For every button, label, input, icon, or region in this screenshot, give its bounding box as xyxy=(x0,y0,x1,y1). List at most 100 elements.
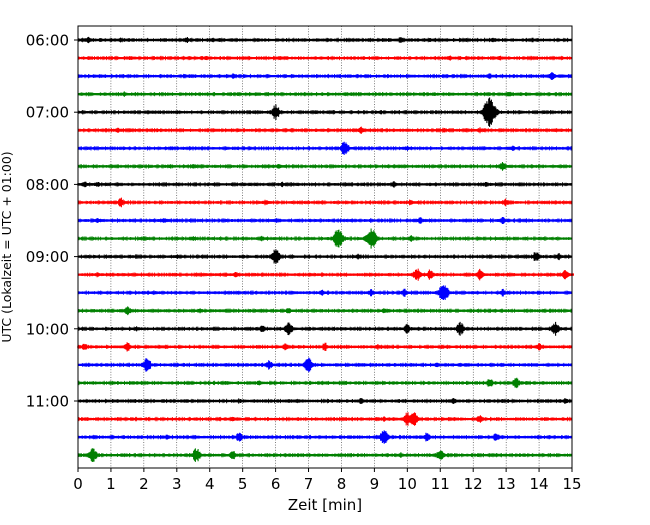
seismic-event xyxy=(432,285,455,300)
seismic-event xyxy=(137,358,157,372)
seismic-event xyxy=(268,218,282,223)
seismic-event xyxy=(114,37,127,43)
seismic-event xyxy=(474,97,505,127)
seismic-event xyxy=(156,218,170,223)
seismic-event xyxy=(436,127,450,133)
seismic-event xyxy=(419,432,435,442)
seismic-event xyxy=(495,288,511,297)
seismic-event xyxy=(507,377,525,389)
seismic-event xyxy=(450,321,469,336)
seismic-event xyxy=(119,342,135,352)
seismic-event xyxy=(314,289,329,296)
seismic-event xyxy=(443,55,457,61)
seismic-event xyxy=(229,272,243,278)
seismic-event xyxy=(255,235,269,242)
seismic-event xyxy=(77,181,92,188)
grid-lines xyxy=(110,26,540,468)
seismic-event xyxy=(334,141,355,155)
trace-0630 xyxy=(78,72,572,80)
seismic-event xyxy=(377,416,391,422)
trace-1115 xyxy=(78,412,572,426)
x-tick-label: 13 xyxy=(497,475,516,493)
trace-1045 xyxy=(78,377,572,389)
seismic-event xyxy=(399,323,415,334)
seismic-event xyxy=(90,182,105,187)
seismic-event xyxy=(492,55,506,61)
seismic-event xyxy=(163,146,176,151)
seismic-event xyxy=(431,450,450,460)
seismic-event xyxy=(404,412,424,426)
seismic-event xyxy=(124,56,137,60)
seismic-event xyxy=(255,325,270,332)
x-tick-label: 5 xyxy=(238,475,248,493)
trace-1100 xyxy=(78,398,572,404)
x-tick-label: 12 xyxy=(464,475,483,493)
seismic-event xyxy=(387,181,401,188)
seismic-event xyxy=(377,308,391,314)
seismic-event xyxy=(544,72,560,80)
seismic-event xyxy=(91,218,104,223)
x-tick-label: 8 xyxy=(337,475,347,493)
seismic-event xyxy=(77,343,92,350)
trace-1030 xyxy=(78,357,572,373)
seismic-event xyxy=(373,430,395,444)
seismic-event xyxy=(556,270,574,280)
seismic-event xyxy=(281,308,296,314)
seismic-event xyxy=(80,36,95,44)
trace-group xyxy=(77,36,574,462)
seismic-event xyxy=(498,198,514,207)
seismic-event xyxy=(278,343,293,351)
seismic-event xyxy=(551,253,567,261)
seismic-event xyxy=(186,448,206,462)
x-tick-label: 0 xyxy=(73,475,83,493)
seismic-event xyxy=(226,417,239,422)
trace-0745 xyxy=(78,162,572,171)
seismic-event xyxy=(446,398,461,404)
seismic-event xyxy=(160,434,174,440)
trace-0730 xyxy=(78,141,572,155)
seismic-event xyxy=(265,104,286,120)
seismic-event xyxy=(473,127,486,134)
seismic-event xyxy=(206,37,220,43)
seismic-event xyxy=(170,254,183,259)
seismic-event xyxy=(351,253,365,260)
seismic-event xyxy=(183,74,196,78)
seismic-event xyxy=(488,433,504,441)
seismic-event xyxy=(186,236,200,241)
trace-0915 xyxy=(78,268,574,281)
seismic-event xyxy=(495,217,511,224)
seismic-event xyxy=(403,235,418,242)
seismic-event xyxy=(275,181,289,188)
trace-1130 xyxy=(78,430,572,444)
seismic-event xyxy=(413,217,428,224)
seismic-event xyxy=(260,360,277,370)
seismic-event xyxy=(506,145,519,151)
trace-0700 xyxy=(78,97,572,127)
trace-0845 xyxy=(78,228,572,249)
seismic-event xyxy=(471,415,488,423)
seismic-event xyxy=(483,73,496,79)
seismic-event xyxy=(259,199,272,206)
seismic-event xyxy=(479,182,494,187)
seismic-event xyxy=(226,73,239,79)
seismic-event xyxy=(403,199,418,206)
seismic-event xyxy=(353,126,369,134)
seismic-event xyxy=(279,322,298,336)
seismic-event xyxy=(326,229,350,248)
seismic-event xyxy=(363,289,379,297)
x-tick-label: 7 xyxy=(304,475,314,493)
seismic-event xyxy=(298,357,319,373)
y-tick-label: 10:00 xyxy=(26,320,69,338)
x-tick-label: 4 xyxy=(205,475,215,493)
trace-0715 xyxy=(78,126,572,134)
seismic-event xyxy=(186,164,199,169)
seismic-event xyxy=(163,164,176,169)
trace-0645 xyxy=(78,91,572,97)
seismic-event xyxy=(232,398,246,404)
trace-noise xyxy=(78,362,572,368)
x-tick-label: 11 xyxy=(431,475,450,493)
seismic-event xyxy=(527,252,544,261)
trace-1000 xyxy=(78,321,572,336)
